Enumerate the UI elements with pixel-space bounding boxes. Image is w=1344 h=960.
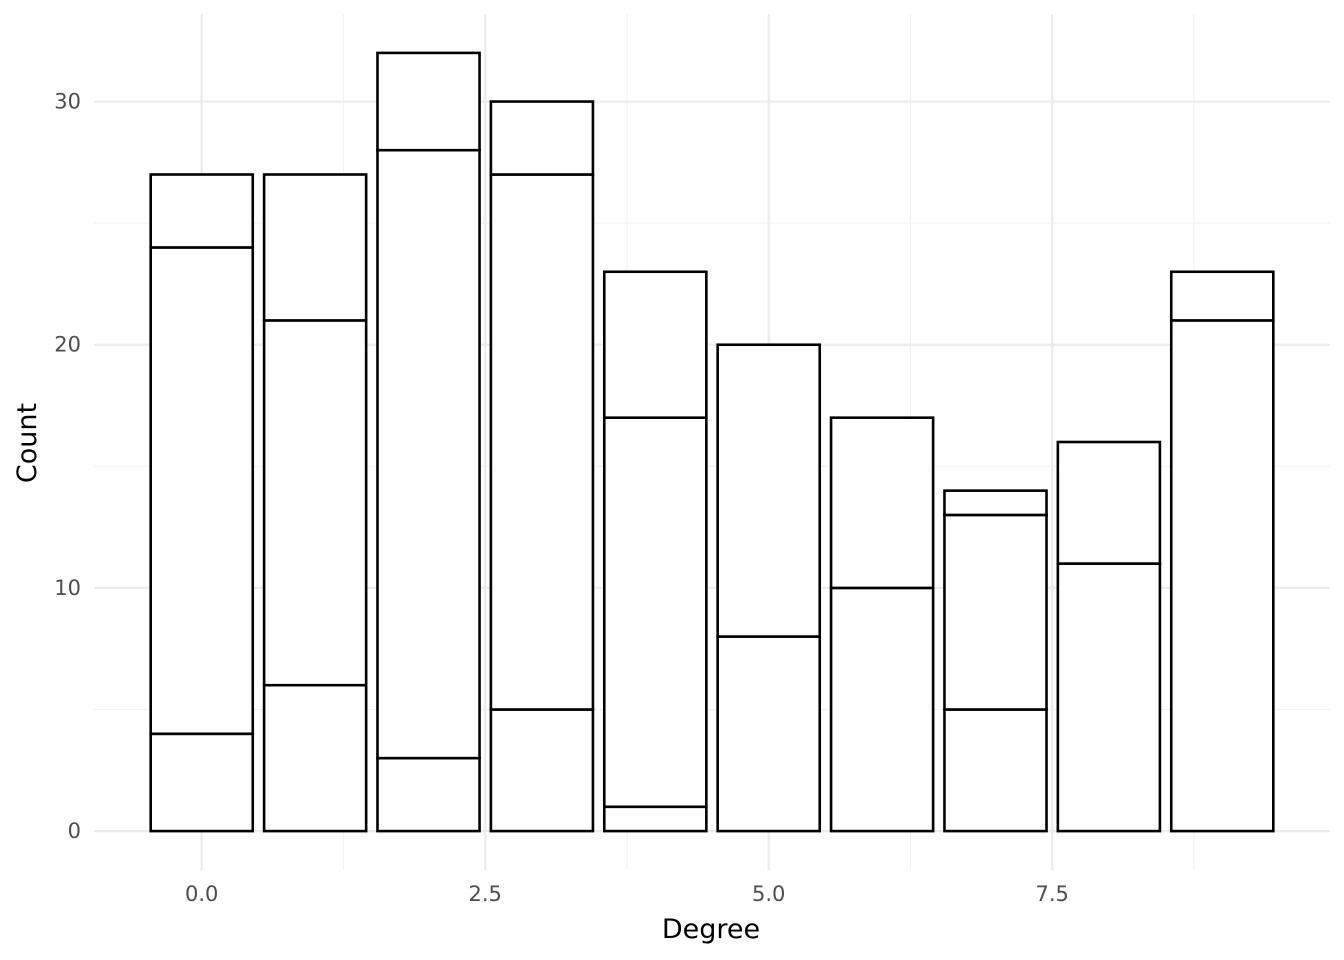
bar-segment xyxy=(829,586,935,833)
bar-segment xyxy=(716,635,822,833)
x-axis-tick-labels: 0.0 2.5 5.0 7.5 xyxy=(185,882,1069,906)
y-tick-label: 10 xyxy=(54,576,81,600)
bar-segment xyxy=(602,270,708,419)
y-tick-label: 20 xyxy=(54,333,81,357)
bar-segment xyxy=(829,416,935,590)
bar-segment xyxy=(376,148,481,760)
bar-segment xyxy=(489,708,595,833)
bar-segment xyxy=(149,173,255,249)
bar-segment xyxy=(1169,319,1275,833)
bar-segment xyxy=(376,51,481,152)
bar-segment xyxy=(602,416,708,809)
bar-segment xyxy=(602,805,708,833)
bar-segment xyxy=(1056,440,1162,565)
bar-segment xyxy=(489,100,595,176)
bar-segment xyxy=(943,708,1048,833)
x-tick-label: 7.5 xyxy=(1035,882,1068,906)
bars-group xyxy=(149,51,1275,833)
x-axis-title: Degree xyxy=(662,914,760,945)
bar-segment xyxy=(262,319,368,687)
bar-segment xyxy=(149,246,255,736)
bar-segment xyxy=(1056,562,1162,833)
bar-segment xyxy=(943,513,1048,711)
bar-segment xyxy=(1169,270,1275,322)
bar-segment xyxy=(262,173,368,322)
bar-segment xyxy=(489,173,595,711)
bar-segment xyxy=(149,732,255,833)
bar-segment xyxy=(262,683,368,833)
bar-segment xyxy=(716,343,822,638)
y-axis-tick-labels: 0 10 20 30 xyxy=(54,90,81,844)
y-tick-label: 30 xyxy=(54,90,81,114)
x-tick-label: 0.0 xyxy=(185,882,218,906)
y-tick-label: 0 xyxy=(68,819,81,843)
x-tick-label: 5.0 xyxy=(752,882,785,906)
x-tick-label: 2.5 xyxy=(469,882,502,906)
bar-segment xyxy=(943,489,1048,517)
bar-segment xyxy=(376,756,481,833)
y-axis-title: Count xyxy=(12,403,43,483)
